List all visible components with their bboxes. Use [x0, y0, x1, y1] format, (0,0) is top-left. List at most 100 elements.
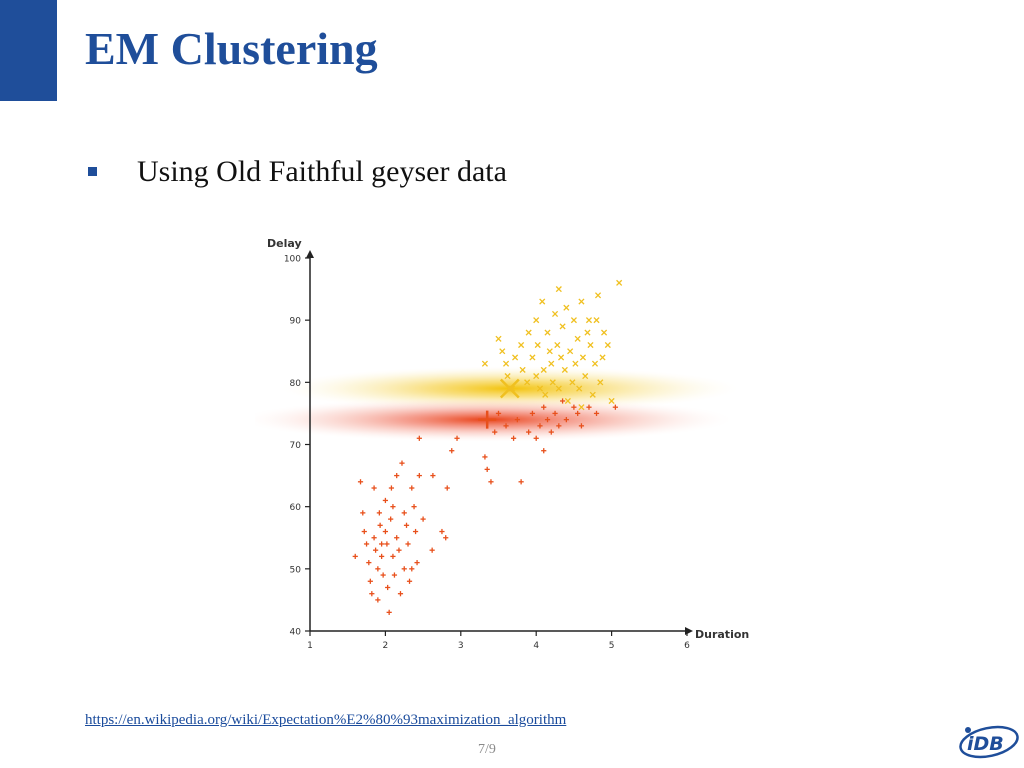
data-point-cross: [524, 379, 531, 386]
data-point-plus: [399, 460, 405, 466]
data-point-plus: [391, 572, 398, 578]
data-point-cross: [542, 391, 549, 398]
data-point-cross: [576, 385, 583, 392]
data-point-cross: [502, 360, 510, 367]
data-point-plus: [384, 541, 390, 547]
data-point-cross: [548, 360, 555, 367]
data-point-plus: [541, 404, 547, 410]
data-point-plus: [412, 528, 419, 535]
data-point-cross: [567, 348, 574, 355]
data-point-plus: [409, 485, 415, 491]
data-point-cross: [578, 298, 585, 305]
x-tick-label: 4: [533, 641, 539, 651]
data-point-plus: [429, 547, 435, 553]
data-point-plus: [593, 410, 600, 417]
y-tick-label: 40: [290, 628, 302, 638]
data-point-plus: [382, 497, 388, 504]
data-point-cross: [544, 329, 551, 336]
data-point-plus: [382, 528, 388, 535]
data-point-cross: [555, 385, 562, 392]
y-tick-label: 60: [290, 503, 302, 513]
data-point-plus: [484, 466, 490, 472]
data-point-plus: [559, 398, 566, 404]
data-point-cross: [591, 360, 599, 367]
data-point-plus: [361, 528, 367, 535]
data-point-plus: [548, 429, 554, 435]
data-point-cross: [570, 317, 577, 324]
data-point-plus: [363, 541, 370, 547]
data-point-plus: [575, 410, 581, 417]
data-point-plus: [367, 578, 373, 584]
data-point-cross: [584, 329, 591, 336]
data-point-plus: [503, 423, 509, 429]
y-tick-label: 80: [290, 379, 302, 389]
data-point-cross: [604, 341, 611, 349]
data-point-cross: [551, 310, 559, 318]
data-point-plus: [454, 435, 460, 441]
data-point-plus: [482, 454, 488, 460]
data-point-cross: [572, 360, 579, 367]
data-point-plus: [375, 597, 381, 603]
data-point-plus: [449, 448, 455, 454]
data-point-cross: [558, 354, 565, 361]
data-point-plus: [390, 504, 396, 510]
data-point-plus: [403, 522, 410, 528]
data-point-cross: [589, 391, 596, 398]
x-tick-label: 3: [458, 641, 464, 651]
y-tick-label: 50: [290, 565, 302, 575]
data-point-cross: [533, 317, 540, 324]
data-point-plus: [375, 566, 381, 572]
bullet-text: Using Old Faithful geyser data: [137, 155, 507, 188]
source-link[interactable]: https://en.wikipedia.org/wiki/Expectatio…: [85, 712, 567, 728]
x-tick-label: 6: [684, 641, 690, 651]
data-point-plus: [360, 510, 366, 516]
data-point-plus: [388, 485, 395, 491]
data-point-plus: [396, 547, 402, 553]
data-point-plus: [377, 522, 383, 528]
data-point-plus: [401, 510, 407, 516]
data-point-cross: [585, 317, 593, 324]
y-axis-arrow-icon: [306, 250, 314, 258]
data-point-cross: [525, 329, 532, 336]
data-point-plus: [397, 591, 404, 597]
data-point-plus: [537, 423, 543, 429]
data-point-cross: [569, 379, 576, 386]
data-point-cross: [559, 323, 566, 330]
data-point-plus: [366, 560, 372, 566]
data-point-plus: [492, 429, 498, 435]
slide-title: EM Clustering: [85, 23, 378, 74]
data-point-plus: [369, 591, 375, 597]
cluster-center-1: [478, 410, 497, 429]
bullet-square-icon: [88, 167, 97, 176]
data-point-cross: [534, 341, 541, 349]
data-point-cross: [561, 366, 568, 373]
data-point-cross: [563, 304, 570, 311]
data-point-cross: [529, 354, 536, 361]
data-point-plus: [510, 435, 517, 441]
data-point-cross: [582, 373, 589, 380]
data-point-plus: [409, 566, 415, 572]
data-point-cross: [546, 348, 553, 355]
data-point-cross: [504, 373, 511, 380]
data-point-plus: [420, 516, 426, 522]
page-number: 7/9: [478, 742, 496, 757]
data-point-plus: [533, 435, 539, 441]
data-point-cross: [495, 335, 502, 342]
data-point-plus: [406, 578, 413, 584]
data-point-plus: [411, 504, 417, 510]
data-point-plus: [416, 435, 422, 441]
x-tick-label: 5: [609, 641, 615, 651]
data-point-plus: [514, 417, 520, 423]
data-point-cross: [578, 404, 585, 411]
data-point-plus: [488, 479, 494, 485]
data-point-plus: [414, 560, 420, 566]
data-point-plus: [444, 485, 450, 491]
y-tick-label: 100: [284, 255, 301, 265]
data-point-plus: [388, 516, 394, 522]
data-point-cross: [608, 397, 615, 405]
data-point-plus: [552, 410, 558, 417]
x-tick-label: 1: [307, 641, 313, 651]
data-point-plus: [394, 472, 400, 479]
y-tick-label: 70: [290, 441, 302, 451]
data-point-plus: [443, 535, 449, 541]
